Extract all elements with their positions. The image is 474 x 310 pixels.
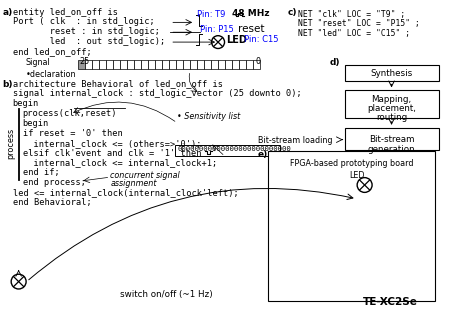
- Bar: [148, 60, 155, 69]
- Text: concurrent signal: concurrent signal: [110, 171, 180, 180]
- Bar: [211, 60, 218, 69]
- Text: entity led_on_off is: entity led_on_off is: [13, 7, 118, 17]
- Text: Pin: P15: Pin: P15: [200, 25, 234, 34]
- Text: NET "led" LOC = "C15" ;: NET "led" LOC = "C15" ;: [298, 29, 410, 38]
- Bar: [106, 60, 113, 69]
- Bar: [120, 60, 128, 69]
- Text: Pin: T9: Pin: T9: [197, 10, 226, 19]
- Text: •declaration: •declaration: [26, 70, 76, 79]
- Text: Synthesis: Synthesis: [370, 69, 413, 78]
- Text: end Behavioral;: end Behavioral;: [13, 198, 91, 207]
- Bar: [253, 60, 260, 69]
- Text: 00000000000000000000000000: 00000000000000000000000000: [177, 146, 291, 152]
- Text: process(clk,reset): process(clk,reset): [23, 109, 117, 118]
- Text: led  : out std_logic);: led : out std_logic);: [13, 37, 165, 46]
- Text: FPGA-based prototyping board: FPGA-based prototyping board: [290, 159, 413, 168]
- Bar: [268, 152, 436, 301]
- Bar: [92, 60, 100, 69]
- Text: reset: reset: [238, 24, 264, 34]
- Text: end process;: end process;: [23, 178, 86, 187]
- Text: • Sensitivity list: • Sensitivity list: [177, 112, 240, 121]
- Text: Bit-stream loading: Bit-stream loading: [258, 136, 332, 145]
- Text: b): b): [3, 80, 13, 89]
- Text: 0: 0: [256, 57, 261, 66]
- Bar: [190, 60, 197, 69]
- Text: Mapping,: Mapping,: [372, 95, 411, 104]
- Text: generation: generation: [368, 144, 415, 153]
- Text: end led_on_off;: end led_on_off;: [13, 47, 91, 56]
- Bar: [225, 60, 232, 69]
- Text: a): a): [3, 7, 13, 17]
- Text: NET "clk" LOC = "T9" ;: NET "clk" LOC = "T9" ;: [298, 10, 405, 19]
- Text: end if;: end if;: [23, 168, 59, 177]
- Text: internal_clock <= internal_clock+1;: internal_clock <= internal_clock+1;: [23, 158, 217, 167]
- Text: reset : in std_logic;: reset : in std_logic;: [13, 27, 160, 36]
- Bar: [345, 128, 439, 149]
- Bar: [85, 60, 92, 69]
- Bar: [162, 60, 169, 69]
- Bar: [128, 60, 134, 69]
- Bar: [175, 144, 280, 157]
- Text: begin: begin: [23, 119, 49, 128]
- Text: LED: LED: [226, 35, 247, 45]
- Bar: [169, 60, 176, 69]
- Text: placement,: placement,: [367, 104, 416, 113]
- Bar: [239, 60, 246, 69]
- Bar: [155, 60, 162, 69]
- Text: NET "reset" LOC = "P15" ;: NET "reset" LOC = "P15" ;: [298, 20, 419, 29]
- Bar: [100, 60, 106, 69]
- Bar: [246, 60, 253, 69]
- Bar: [345, 91, 439, 118]
- Text: internal_clock <= (others=>'0');: internal_clock <= (others=>'0');: [23, 139, 201, 148]
- Text: e): e): [258, 149, 268, 158]
- Text: if reset = '0' then: if reset = '0' then: [23, 129, 122, 138]
- Text: Port ( clk  : in std_logic;: Port ( clk : in std_logic;: [13, 17, 155, 26]
- Bar: [345, 65, 439, 81]
- Bar: [79, 60, 85, 69]
- Text: Signal: Signal: [26, 58, 50, 67]
- Bar: [183, 60, 190, 69]
- Text: begin: begin: [13, 99, 39, 108]
- Text: LED: LED: [350, 171, 365, 180]
- Text: Bit-stream: Bit-stream: [369, 135, 414, 144]
- Text: routing: routing: [376, 113, 407, 122]
- Text: architecture Behavioral of led_on_off is: architecture Behavioral of led_on_off is: [13, 80, 223, 89]
- Bar: [176, 60, 183, 69]
- Bar: [232, 60, 239, 69]
- Text: switch on/off (~1 Hz): switch on/off (~1 Hz): [120, 290, 213, 299]
- Bar: [197, 60, 204, 69]
- Text: 25: 25: [80, 57, 90, 66]
- Text: signal internal_clock : std_logic_vector (25 downto 0);: signal internal_clock : std_logic_vector…: [13, 89, 301, 98]
- Text: elsif clk'event and clk = '1' then: elsif clk'event and clk = '1' then: [23, 148, 201, 157]
- Text: TE-XC2Se: TE-XC2Se: [363, 297, 418, 308]
- Text: assignment: assignment: [110, 179, 157, 188]
- Text: 48 MHz: 48 MHz: [232, 9, 270, 18]
- Text: led <= internal_clock(internal_clock'left);: led <= internal_clock(internal_clock'lef…: [13, 188, 238, 197]
- Text: d): d): [330, 58, 340, 67]
- Bar: [113, 60, 120, 69]
- Bar: [218, 60, 225, 69]
- Bar: [204, 60, 211, 69]
- Bar: [134, 60, 141, 69]
- Text: Pin: C15: Pin: C15: [244, 35, 279, 44]
- Text: c): c): [288, 7, 297, 17]
- Bar: [141, 60, 148, 69]
- Text: process: process: [7, 128, 16, 159]
